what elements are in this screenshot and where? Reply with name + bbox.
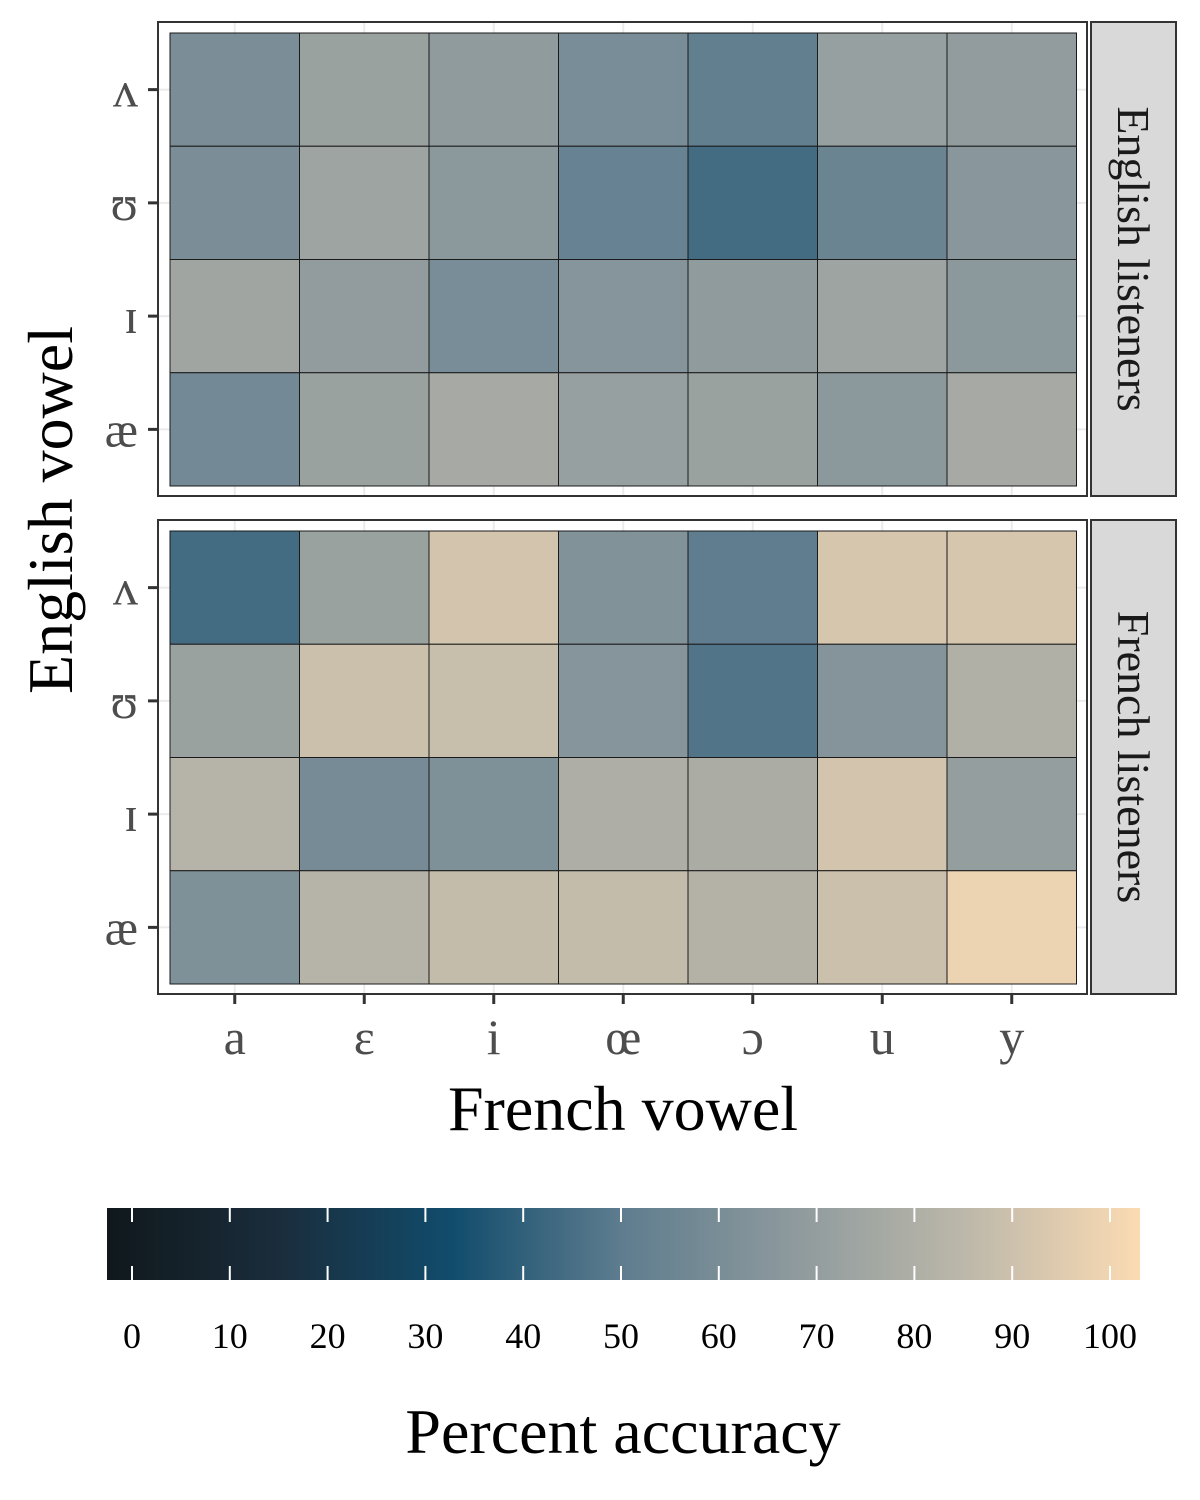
x-tick-label: i <box>487 1009 501 1065</box>
facet-strip <box>1090 519 1177 995</box>
y-tick-label: ʌ <box>113 560 138 616</box>
heatmap-cell <box>817 643 948 758</box>
legend-tick-label: 30 <box>407 1316 443 1356</box>
heatmap-cell <box>817 372 948 487</box>
legend-tick-label: 0 <box>123 1316 141 1356</box>
x-tick-label: a <box>224 1009 246 1065</box>
heatmap-cell <box>687 32 818 147</box>
heatmap-cell <box>687 145 818 260</box>
heatmap-cell <box>428 870 559 985</box>
heatmap-cell <box>558 643 689 758</box>
heatmap-cell <box>299 530 430 645</box>
legend-tick-label: 80 <box>896 1316 932 1356</box>
heatmap-cell <box>169 870 300 985</box>
heatmap-cell <box>428 145 559 260</box>
heatmap-cell <box>946 870 1077 985</box>
heatmap-cell <box>169 757 300 872</box>
heatmap-cell <box>687 259 818 374</box>
heatmap-cell <box>169 530 300 645</box>
heatmap-cell <box>817 145 948 260</box>
y-tick-label: ʌ <box>113 62 138 118</box>
heatmap-cell <box>428 259 559 374</box>
x-tick-label: œ <box>605 1009 641 1065</box>
heatmap-cell <box>687 757 818 872</box>
legend-title: Percent accuracy <box>405 1396 840 1467</box>
y-tick-label: ʊ <box>111 175 138 231</box>
heatmap-cell <box>558 530 689 645</box>
x-tick-label: ɔ <box>742 1009 764 1065</box>
legend-tick-label: 90 <box>994 1316 1030 1356</box>
heatmap-cell <box>299 870 430 985</box>
heatmap-cell <box>817 870 948 985</box>
legend: 0 10 20 30 40 50 60 70 80 90 100 <box>107 1208 1140 1356</box>
heatmap-cell <box>558 870 689 985</box>
facet-strip-label: English listeners <box>1108 106 1159 411</box>
y-tick-label: ɪ <box>124 288 138 344</box>
heatmap-cell <box>169 32 300 147</box>
x-axis-title: French vowel <box>448 1073 798 1144</box>
heatmap-cell <box>169 145 300 260</box>
panel-english-listeners: English listeners ʌ ʊ ɪ æ <box>105 21 1177 497</box>
legend-tick-label: 20 <box>310 1316 346 1356</box>
x-tick-label: ɛ <box>354 1009 375 1065</box>
panel-french-listeners: French listeners ʌ ʊ ɪ æ <box>105 519 1177 995</box>
legend-tick-label: 70 <box>799 1316 835 1356</box>
heatmap-cell <box>558 259 689 374</box>
heatmap-cell <box>946 32 1077 147</box>
legend-tick-label: 60 <box>701 1316 737 1356</box>
heatmap-cell <box>299 145 430 260</box>
heatmap-cell <box>428 32 559 147</box>
x-tick-label: u <box>870 1009 895 1065</box>
legend-tick-label: 10 <box>212 1316 248 1356</box>
heatmap-cell <box>817 530 948 645</box>
heatmap-cell <box>946 372 1077 487</box>
facet-strip-label: French listeners <box>1108 611 1159 904</box>
heatmap-cell <box>687 643 818 758</box>
heatmap-cell <box>946 145 1077 260</box>
y-tick-label: ɪ <box>124 786 138 842</box>
heatmap-cell <box>299 643 430 758</box>
heatmap-cell <box>558 32 689 147</box>
legend-tick-label: 40 <box>505 1316 541 1356</box>
x-tick-label: y <box>999 1009 1024 1065</box>
heatmap-cell <box>558 145 689 260</box>
heatmap-cell <box>299 32 430 147</box>
legend-tick-label: 50 <box>603 1316 639 1356</box>
y-tick-label: ʊ <box>111 673 138 729</box>
heatmap-cell <box>946 259 1077 374</box>
heatmap-cell <box>299 259 430 374</box>
facet-strip <box>1090 21 1177 497</box>
heatmap-cell <box>817 259 948 374</box>
heatmap-cell <box>428 643 559 758</box>
heatmap-cell <box>299 372 430 487</box>
heatmap-cell <box>169 259 300 374</box>
heatmap-cell <box>817 757 948 872</box>
heatmap-cell <box>169 643 300 758</box>
heatmap-cell <box>687 530 818 645</box>
y-tick-label: æ <box>105 899 138 955</box>
legend-colorbar <box>107 1208 1140 1280</box>
heatmap-cell <box>428 530 559 645</box>
heatmap-cell <box>169 372 300 487</box>
heatmap-cell <box>558 757 689 872</box>
heatmap-cell <box>946 530 1077 645</box>
panel-border <box>157 21 1088 497</box>
heatmap-cell <box>946 643 1077 758</box>
panels-layer: English listeners ʌ ʊ ɪ æ French listeners ʌ ʊ ɪ… <box>105 21 1177 995</box>
heatmap-cell <box>428 372 559 487</box>
heatmap-cell <box>428 757 559 872</box>
heatmap-cell <box>817 32 948 147</box>
y-axis-title: English vowel <box>15 326 86 694</box>
heatmap-cell <box>687 372 818 487</box>
heatmap-cell <box>299 757 430 872</box>
y-tick-label: æ <box>105 401 138 457</box>
legend-tick-label: 100 <box>1083 1316 1137 1356</box>
heatmap-cell <box>558 372 689 487</box>
heatmap-cell <box>946 757 1077 872</box>
heatmap-cell <box>687 870 818 985</box>
